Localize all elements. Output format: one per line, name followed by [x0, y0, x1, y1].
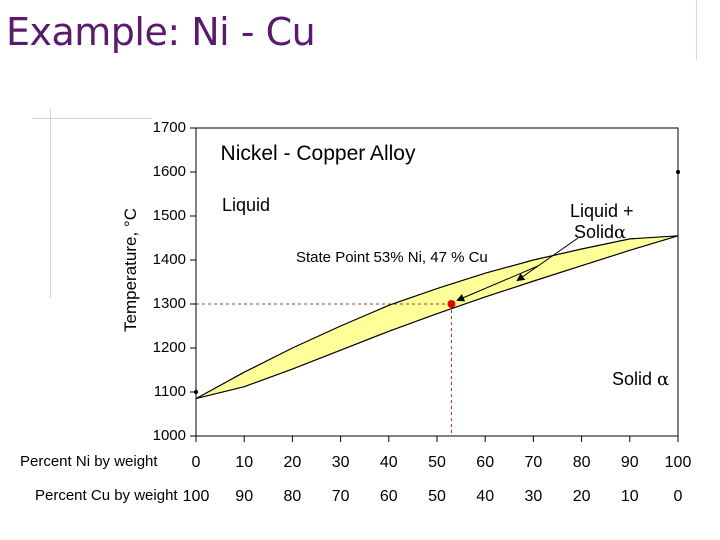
- y-axis-label: Temperature, °C: [121, 208, 140, 332]
- x-tick-label-cu: 90: [235, 488, 254, 505]
- x-tick-label-ni: 50: [428, 454, 446, 471]
- x-tick-label-ni: 40: [379, 454, 398, 471]
- x-tick-label-cu: 10: [620, 488, 639, 505]
- y-tick-label: 1000: [152, 427, 186, 444]
- x-tick-label-cu: 100: [182, 488, 210, 505]
- x-tick-label-ni: 90: [620, 454, 639, 471]
- y-tick-label: 1600: [152, 163, 186, 180]
- y-tick-label: 1400: [152, 251, 186, 268]
- x-tick-label-ni: 0: [191, 454, 201, 471]
- liquidus-line: [195, 235, 679, 400]
- x-tick-label-cu: 30: [524, 488, 543, 505]
- x-tick-label-cu: 0: [673, 488, 683, 505]
- y-tick-label: 1200: [152, 339, 186, 356]
- x-tick-label-ni: 60: [476, 454, 495, 471]
- x-tick-label-cu: 40: [476, 488, 495, 505]
- region-label-liquid-plus: Liquid +: [570, 201, 634, 221]
- x-tick-label-ni: 70: [524, 454, 543, 471]
- region-label-liquid: Liquid: [222, 195, 270, 215]
- state-point-arrow: [456, 265, 539, 302]
- plot-frame: [195, 127, 679, 437]
- two-phase-arrow: [516, 237, 579, 282]
- x-tick-label-ni: 20: [283, 454, 302, 471]
- two-phase-region: [196, 235, 678, 399]
- x-tick-label-cu: 70: [331, 488, 350, 505]
- y-tick-label: 1700: [152, 119, 186, 136]
- chart-title: Nickel - Copper Alloy: [221, 142, 416, 165]
- x-tick-label-ni: 80: [572, 454, 591, 471]
- x-tick-label-cu: 50: [428, 488, 446, 505]
- y-tick-label: 1100: [153, 383, 186, 400]
- slide-title: Example: Ni - Cu: [6, 10, 316, 54]
- region-label-solid-alpha: Solidα: [574, 222, 626, 243]
- corner-dot: [676, 170, 680, 174]
- decorative-horizontal-line: [32, 118, 152, 119]
- x-tick-label-cu: 80: [283, 488, 302, 505]
- decorative-right-line: [696, 0, 697, 60]
- x-tick-label-ni: 10: [235, 454, 254, 471]
- solidus-line: [195, 235, 679, 400]
- decorative-vertical-line: [50, 108, 51, 298]
- axis-dot: [194, 390, 198, 394]
- region-label-solid: Solid α: [612, 369, 669, 390]
- y-tick-label: 1500: [152, 207, 186, 224]
- x-tick-label-ni: 100: [664, 454, 692, 471]
- x-tick-label-cu: 20: [572, 488, 591, 505]
- x-tick-label-ni: 30: [331, 454, 350, 471]
- state-point-label: State Point 53% Ni, 47 % Cu: [296, 249, 488, 266]
- x-axis-label-cu: Percent Cu by weight: [35, 487, 178, 504]
- x-axis-label-ni: Percent Ni by weight: [20, 453, 158, 470]
- x-tick-label-cu: 60: [379, 488, 398, 505]
- y-tick-label: 1300: [152, 295, 186, 312]
- state-point-marker: [447, 300, 456, 308]
